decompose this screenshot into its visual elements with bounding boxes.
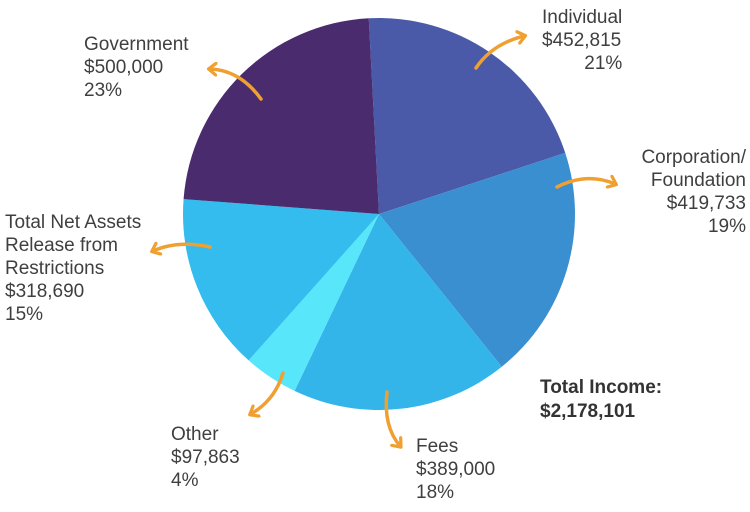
slice-name-line-2: Release from (5, 235, 118, 256)
callout-arrow-government (210, 69, 263, 101)
slice-value: $452,815 (542, 30, 622, 51)
slice-value: $97,863 (171, 447, 240, 468)
label-corporation-foundation: Corporation/ Foundation $419,733 19% (641, 146, 746, 238)
pie-slice-individual (368, 18, 566, 215)
callout-arrow-other (251, 371, 285, 414)
label-fees: Fees $389,000 18% (416, 435, 495, 504)
slice-percent: 4% (171, 470, 199, 491)
slice-value: $318,690 (5, 281, 85, 302)
slice-name: Individual (542, 7, 623, 28)
total-income-value: $2,178,101 (540, 401, 636, 422)
label-individual: Individual $452,815 21% (542, 6, 622, 75)
pie-slice-fees (294, 214, 502, 410)
slice-name: Other (171, 424, 219, 445)
slice-value: $389,000 (416, 459, 496, 480)
slice-name: Fees (416, 436, 459, 457)
callout-arrow-individual (474, 36, 524, 70)
slice-value: $419,733 (666, 193, 746, 214)
slice-name-line-2: Foundation (650, 170, 746, 191)
slice-percent: 21% (584, 53, 623, 74)
slice-percent: 18% (416, 482, 455, 503)
callout-arrow-total-net-assets (153, 244, 212, 251)
slice-name: Government (84, 34, 189, 55)
pie-slice-corporation-foundation (379, 152, 575, 367)
slice-name-line-3: Restrictions (5, 258, 105, 279)
label-total-net-assets: Total Net Assets Release from Restrictio… (5, 211, 141, 326)
label-other: Other $97,863 4% (171, 423, 240, 492)
callout-arrow-fees (384, 390, 400, 446)
slice-value: $500,000 (84, 57, 164, 78)
slice-percent: 15% (5, 304, 44, 325)
slice-name-line-1: Total Net Assets (5, 212, 142, 233)
pie-slice-government (183, 18, 379, 214)
label-government: Government $500,000 23% (84, 33, 189, 102)
callout-arrow-corporation-foundation (555, 179, 615, 189)
slice-percent: 19% (707, 216, 746, 237)
pie-slice-other (248, 214, 379, 391)
slice-percent: 23% (84, 80, 123, 101)
slice-name-line-1: Corporation/ (641, 147, 746, 168)
total-income-label: Total Income: (540, 377, 663, 398)
total-income: Total Income: $2,178,101 (540, 376, 662, 424)
pie-slice-total-net-assets-release-from-restrictions (183, 199, 379, 361)
